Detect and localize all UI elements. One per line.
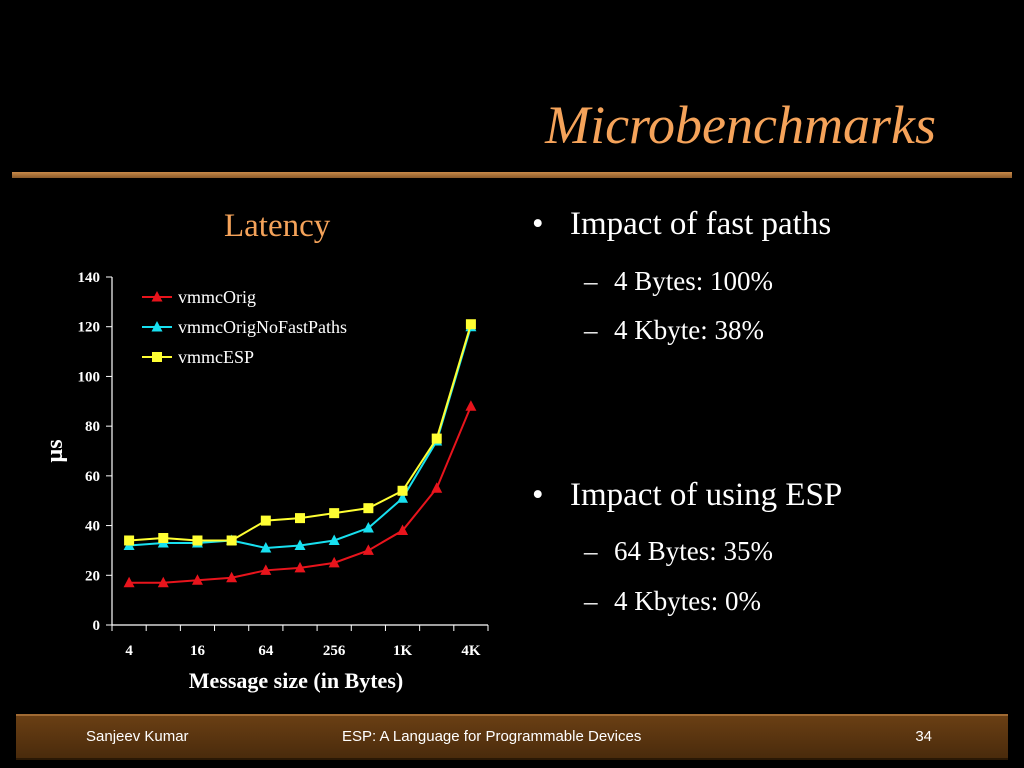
sub-bullet-item: –4 Kbyte: 38% bbox=[584, 315, 764, 346]
bullet-text: Impact of using ESP bbox=[570, 477, 843, 513]
data-point-vmmcorig bbox=[465, 400, 477, 411]
y-tick-label: 40 bbox=[85, 519, 100, 535]
dash-glyph: – bbox=[584, 315, 598, 345]
x-tick-label: 16 bbox=[190, 643, 206, 659]
sub-bullet-item: –4 Kbytes: 0% bbox=[584, 586, 761, 617]
bullet-item: • Impact of using ESP bbox=[532, 477, 842, 514]
legend-label-vmmcorignofastpaths: vmmcOrigNoFastPaths bbox=[178, 317, 347, 337]
data-point-vmmcorignofastpaths bbox=[260, 541, 272, 553]
bullet-glyph: • bbox=[532, 477, 544, 513]
chart-heading: Latency bbox=[224, 208, 331, 244]
data-point-vmmcorig bbox=[294, 561, 306, 573]
sub-bullet-text: 4 Bytes: 100% bbox=[614, 266, 773, 296]
data-point-vmmcesp bbox=[260, 515, 271, 526]
data-point-vmmcesp bbox=[329, 508, 340, 519]
sub-bullet-item: –64 Bytes: 35% bbox=[584, 536, 773, 567]
legend-label-vmmcorig: vmmcOrig bbox=[178, 287, 256, 307]
y-tick-label: 80 bbox=[85, 419, 100, 435]
y-tick-label: 20 bbox=[85, 568, 100, 584]
data-point-vmmcorig bbox=[431, 482, 443, 493]
data-point-vmmcesp bbox=[397, 485, 408, 496]
data-point-vmmcesp bbox=[295, 513, 305, 524]
data-point-vmmcesp bbox=[158, 533, 169, 543]
sub-bullet-text: 4 Kbytes: 0% bbox=[614, 586, 761, 616]
dash-glyph: – bbox=[584, 586, 598, 616]
y-tick-label: 100 bbox=[78, 369, 101, 385]
legend-marker-vmmcorignofastpaths bbox=[151, 321, 163, 332]
bullet-glyph: • bbox=[532, 206, 544, 242]
data-point-vmmcorig bbox=[328, 556, 340, 568]
data-point-vmmcorignofastpaths bbox=[397, 492, 409, 503]
dash-glyph: – bbox=[584, 266, 598, 296]
legend-marker-vmmcesp bbox=[152, 352, 162, 362]
data-point-vmmcesp bbox=[465, 319, 476, 330]
data-point-vmmcesp bbox=[431, 433, 442, 444]
data-point-vmmcorig bbox=[191, 574, 203, 585]
footer-bar: Sanjeev Kumar ESP: A Language for Progra… bbox=[16, 714, 1008, 760]
y-tick-label: 140 bbox=[78, 270, 101, 286]
data-point-vmmcorignofastpaths bbox=[328, 534, 340, 545]
data-point-vmmcorignofastpaths bbox=[362, 522, 374, 533]
data-point-vmmcorig bbox=[397, 524, 409, 536]
data-point-vmmcorig bbox=[157, 576, 169, 588]
y-tick-label: 120 bbox=[78, 320, 101, 336]
data-point-vmmcesp bbox=[192, 535, 203, 546]
slide-title: Microbenchmarks bbox=[545, 95, 936, 155]
sub-bullet-text: 64 Bytes: 35% bbox=[614, 536, 773, 566]
dash-glyph: – bbox=[584, 536, 598, 566]
y-tick-label: 0 bbox=[93, 618, 101, 634]
sub-bullet-text: 4 Kbyte: 38% bbox=[614, 315, 764, 345]
data-point-vmmcesp bbox=[124, 535, 135, 546]
bullet-item: • Impact of fast paths bbox=[532, 206, 831, 243]
sub-bullet-item: –4 Bytes: 100% bbox=[584, 266, 773, 297]
data-point-vmmcorig bbox=[260, 564, 272, 575]
data-point-vmmcesp bbox=[363, 503, 374, 514]
x-tick-label: 4K bbox=[461, 643, 481, 659]
x-tick-label: 64 bbox=[258, 643, 274, 659]
data-point-vmmcorignofastpaths bbox=[294, 539, 306, 550]
x-tick-label: 4 bbox=[125, 643, 133, 659]
y-axis-title: µs bbox=[42, 439, 68, 462]
title-divider bbox=[12, 172, 1012, 178]
legend-label-vmmcesp: vmmcESP bbox=[178, 347, 254, 367]
legend-marker-vmmcorig bbox=[151, 291, 163, 302]
series-line-vmmcorig bbox=[129, 405, 472, 584]
data-point-vmmcorig bbox=[362, 544, 374, 555]
bullet-text: Impact of fast paths bbox=[570, 206, 832, 242]
x-tick-label: 256 bbox=[323, 643, 346, 659]
data-point-vmmcorig bbox=[123, 576, 135, 588]
x-axis-title: Message size (in Bytes) bbox=[189, 668, 403, 693]
footer-talk-title: ESP: A Language for Programmable Devices bbox=[342, 728, 642, 745]
y-tick-label: 60 bbox=[85, 469, 100, 485]
footer-author: Sanjeev Kumar bbox=[86, 728, 189, 745]
data-point-vmmcorig bbox=[226, 571, 238, 583]
data-point-vmmcesp bbox=[226, 535, 237, 546]
x-tick-label: 1K bbox=[393, 643, 413, 659]
footer-page-number: 34 bbox=[915, 728, 932, 745]
